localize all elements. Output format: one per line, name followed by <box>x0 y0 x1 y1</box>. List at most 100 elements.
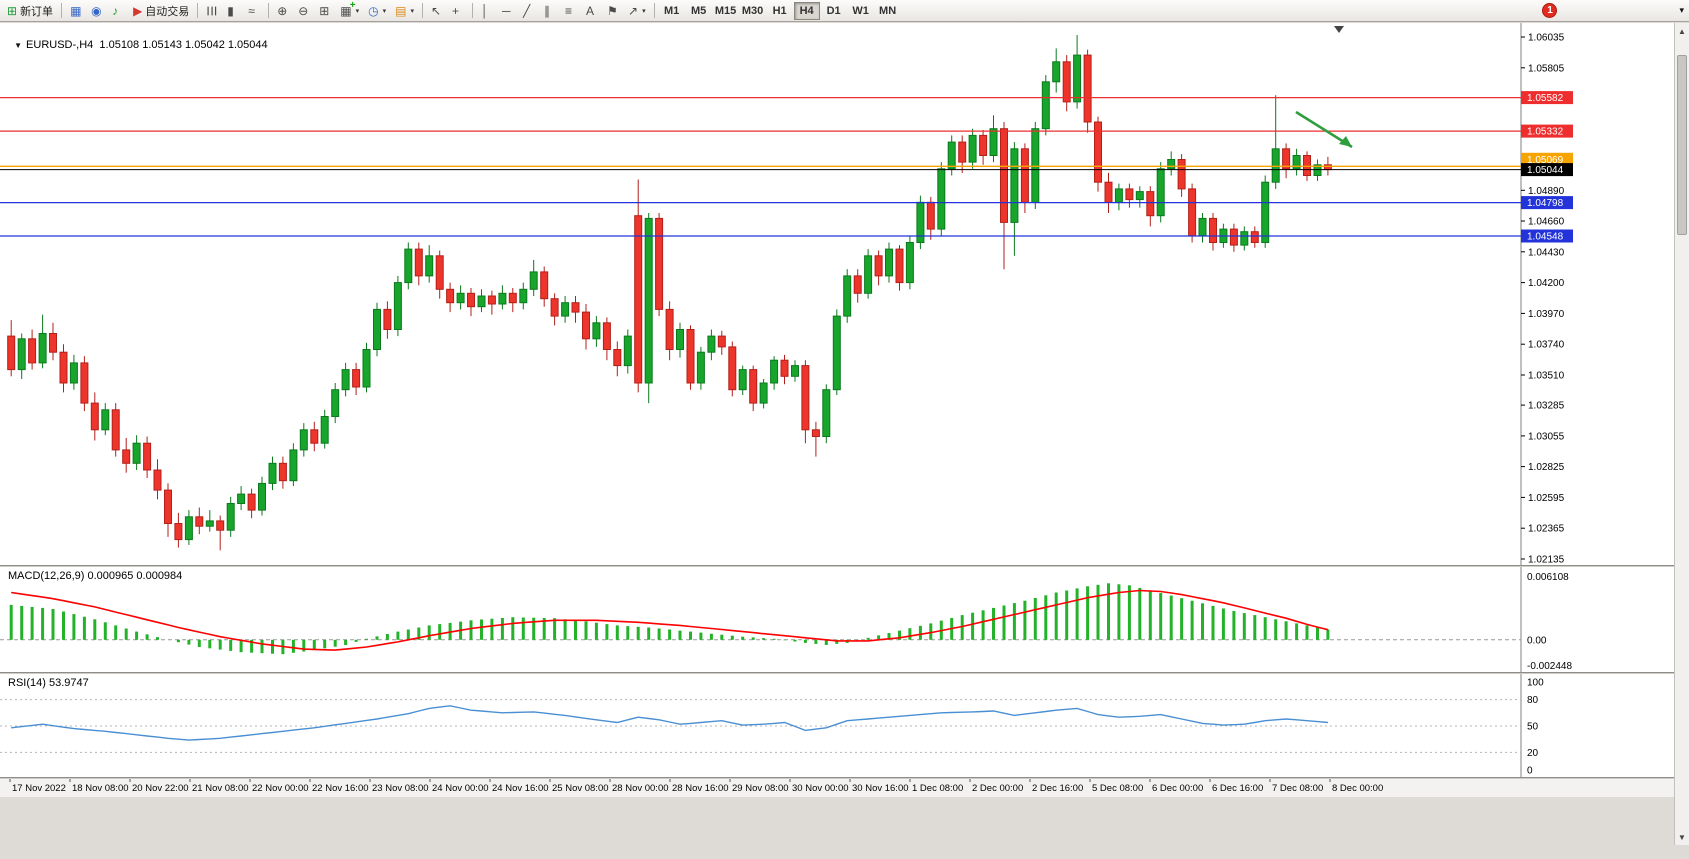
cursor-button[interactable]: ↖ <box>427 1 447 20</box>
timeframe-button-h4[interactable]: H4 <box>793 1 820 20</box>
rsi-indicator-pane[interactable]: 100 80 50 20 0 <box>0 674 1674 777</box>
fibonacci-button[interactable]: ≡ <box>561 1 581 20</box>
trendline-button[interactable]: ╱ <box>519 1 539 20</box>
periods-button[interactable]: ◷ ▾ <box>364 1 390 20</box>
svg-text:1.05332: 1.05332 <box>1527 127 1564 138</box>
svg-text:20: 20 <box>1527 748 1539 759</box>
price-level-label: 1.04548 <box>1521 229 1573 243</box>
svg-text:1.05044: 1.05044 <box>1527 165 1564 176</box>
timeframe-button-m30[interactable]: M30 <box>740 2 766 20</box>
timeframe-button-w1[interactable]: W1 <box>848 2 874 20</box>
zoom-in-icon: ⊕ <box>277 3 288 18</box>
scrollbar-thumb[interactable] <box>1677 55 1687 235</box>
new-chart-button[interactable]: ▦ <box>66 1 86 20</box>
profiles-button[interactable]: ◉ <box>87 1 107 20</box>
candlestick-chart-button[interactable]: ▮ <box>223 1 243 20</box>
rsi-line <box>11 705 1328 741</box>
horizontal-line-icon: ─ <box>502 3 511 18</box>
svg-text:1.02365: 1.02365 <box>1528 524 1565 535</box>
line-chart-button[interactable]: ≈ <box>244 1 264 20</box>
svg-text:1.05582: 1.05582 <box>1527 93 1564 104</box>
svg-text:7 Dec 08:00: 7 Dec 08:00 <box>1272 783 1323 794</box>
svg-text:21 Nov 08:00: 21 Nov 08:00 <box>192 783 249 794</box>
bar-chart-button[interactable]: ☰ <box>202 1 222 20</box>
svg-text:1.04660: 1.04660 <box>1528 217 1565 228</box>
rsi-indicator-label: RSI(14) 53.9747 <box>8 677 89 689</box>
svg-text:1.04200: 1.04200 <box>1528 278 1565 289</box>
svg-text:17 Nov 2022: 17 Nov 2022 <box>12 783 66 794</box>
svg-text:1.06035: 1.06035 <box>1528 33 1565 44</box>
text-label-button[interactable]: ⚑ <box>603 1 623 20</box>
candlestick-series <box>7 35 1332 551</box>
vertical-line-button[interactable]: │ <box>477 1 497 20</box>
macd-indicator-pane[interactable]: 0.006108 0.00 -0.002448 <box>0 567 1674 672</box>
tile-windows-button[interactable]: ⊞ <box>315 1 335 20</box>
timeframe-button-m1[interactable]: M1 <box>659 2 685 20</box>
auto-trading-button[interactable]: ▶ 自动交易 <box>129 1 193 20</box>
svg-text:-0.002448: -0.002448 <box>1527 661 1572 672</box>
arrows-icon: ↗ <box>628 3 639 18</box>
timeframe-button-mn[interactable]: MN <box>875 2 901 20</box>
quote-panel-toggle-icon[interactable]: ▼ <box>14 41 23 50</box>
svg-text:8 Dec 00:00: 8 Dec 00:00 <box>1332 783 1383 794</box>
svg-text:1.02825: 1.02825 <box>1528 462 1565 473</box>
text-button[interactable]: A <box>582 1 602 20</box>
profiles-icon: ◉ <box>91 3 102 18</box>
svg-text:24 Nov 16:00: 24 Nov 16:00 <box>492 783 549 794</box>
timeframe-button-d1[interactable]: D1 <box>821 2 847 20</box>
svg-text:6 Dec 00:00: 6 Dec 00:00 <box>1152 783 1203 794</box>
chart-shift-marker-icon[interactable] <box>1334 26 1344 33</box>
channel-button[interactable]: ∥ <box>540 1 560 20</box>
timeframe-button-m15[interactable]: M15 <box>713 2 739 20</box>
svg-text:1.03970: 1.03970 <box>1528 309 1565 320</box>
horizontal-line-button[interactable]: ─ <box>498 1 518 20</box>
zoom-out-button[interactable]: ⊖ <box>294 1 314 20</box>
sounds-button[interactable]: ♪ <box>108 1 128 20</box>
new-order-button[interactable]: ⊞ 新订单 <box>3 1 57 20</box>
sounds-icon: ♪ <box>112 3 119 18</box>
indicators-icon: ▦ + <box>340 0 356 18</box>
pane-separator[interactable] <box>0 777 1674 779</box>
price-axis[interactable]: 1.06035 1.05805 1.04890 1.04660 1.04430 1.042… <box>1521 33 1565 566</box>
scroll-down-icon[interactable]: ▼ <box>1678 832 1686 842</box>
svg-text:0: 0 <box>1527 766 1533 777</box>
trend-arrow-annotation[interactable] <box>1295 110 1353 149</box>
chart-title: ▼ EURUSD-,H4 1.05108 1.05143 1.05042 1.05… <box>8 27 268 51</box>
timeframe-group: M1 M5 M15 M30 H1 H4 D1 W1 MN <box>659 1 901 20</box>
zoom-in-button[interactable]: ⊕ <box>273 1 293 20</box>
svg-text:1.05805: 1.05805 <box>1528 63 1565 74</box>
toolbar-right: 1 ▾ <box>1542 3 1686 18</box>
indicators-button[interactable]: ▦ + ▾ <box>336 0 363 20</box>
scroll-up-icon[interactable]: ▲ <box>1678 26 1686 36</box>
svg-text:20 Nov 22:00: 20 Nov 22:00 <box>132 783 189 794</box>
pane-separator[interactable] <box>0 565 1674 567</box>
notifications-badge[interactable]: 1 <box>1542 3 1558 18</box>
candlestick-chart-icon: ▮ <box>227 3 234 18</box>
vertical-scrollbar[interactable]: ▲ ▼ <box>1674 23 1689 845</box>
text-icon: A <box>586 3 595 18</box>
svg-text:1.03285: 1.03285 <box>1528 401 1565 412</box>
zoom-out-icon: ⊖ <box>298 3 309 18</box>
toolbar-overflow-icon[interactable]: ▾ <box>1679 5 1684 15</box>
toolbar-separator <box>268 3 270 18</box>
toolbar-separator <box>422 3 424 18</box>
crosshair-button[interactable]: + <box>448 1 468 20</box>
price-chart-pane[interactable]: 1.06035 1.05805 1.04890 1.04660 1.04430 1.042… <box>0 23 1674 565</box>
svg-text:28 Nov 00:00: 28 Nov 00:00 <box>612 783 669 794</box>
svg-text:1.04798: 1.04798 <box>1527 198 1564 209</box>
templates-button[interactable]: ▤ ▾ <box>391 1 418 20</box>
svg-text:24 Nov 00:00: 24 Nov 00:00 <box>432 783 489 794</box>
toolbar-separator <box>197 3 199 18</box>
timeframe-button-h1[interactable]: H1 <box>767 2 793 20</box>
new-order-icon: ⊞ <box>7 3 18 18</box>
periods-dropdown-icon: ▾ <box>382 7 387 15</box>
time-axis[interactable]: 17 Nov 2022 18 Nov 08:00 20 Nov 22:00 21 No… <box>0 779 1674 797</box>
svg-text:30 Nov 16:00: 30 Nov 16:00 <box>852 783 909 794</box>
arrows-button[interactable]: ↗ ▾ <box>624 1 650 20</box>
timeframe-button-m5[interactable]: M5 <box>686 2 712 20</box>
indicators-dropdown-icon: ▾ <box>355 7 360 15</box>
svg-text:30 Nov 00:00: 30 Nov 00:00 <box>792 783 849 794</box>
toolbar-separator <box>61 3 63 18</box>
pane-separator[interactable] <box>0 672 1674 674</box>
new-chart-icon: ▦ <box>70 3 82 18</box>
